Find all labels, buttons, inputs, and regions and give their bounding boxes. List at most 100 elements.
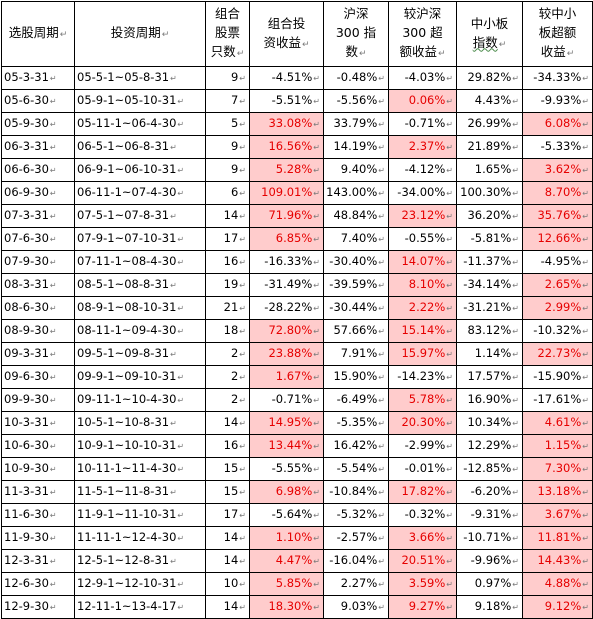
- cell-mark: ↵: [177, 373, 185, 382]
- cell-value: -5.33%: [540, 139, 582, 153]
- cell-mark: ↵: [49, 281, 57, 290]
- cell-mark: ↵: [313, 281, 320, 290]
- cell-investment-period: 05-9-1~05-10-31↵: [74, 89, 206, 113]
- cell-value: -5.56%: [336, 93, 378, 107]
- cell-value: 2.37%: [408, 139, 446, 153]
- cell-mark: ↵: [239, 511, 246, 520]
- cell-mark: ↵: [446, 166, 453, 175]
- cell-mark: ↵: [313, 442, 320, 451]
- cell-mark: ↵: [512, 166, 519, 175]
- cell-value: 1.14%: [474, 346, 512, 360]
- cell-value: -5.55%: [271, 461, 313, 475]
- header-excess-vs-hs300: 较沪深 300 超额收益↵: [388, 1, 457, 67]
- cell-portfolio-return: -0.71%↵: [249, 388, 324, 412]
- cell-excess-vs-hs300: 15.97%↵: [388, 342, 457, 366]
- cell-value: 12-3-31: [4, 553, 49, 567]
- cell-excess-vs-sme: -34.33%↵: [522, 66, 593, 90]
- header-line: 300 超: [402, 25, 443, 40]
- cell-value: -10.32%: [533, 323, 582, 337]
- cell-value: 48.84%: [333, 208, 378, 222]
- cell-mark: ↵: [239, 534, 246, 543]
- cell-investment-period: 10-11-1~11-4-30↵: [74, 457, 206, 481]
- cell-portfolio-return: -16.33%↵: [249, 250, 324, 274]
- cell-excess-vs-sme: 14.43%↵: [522, 549, 593, 573]
- cell-value: 10.34%: [467, 415, 512, 429]
- cell-mark: ↵: [239, 189, 246, 198]
- cell-mark: ↵: [170, 281, 177, 290]
- cell-sme-index: -12.85%↵: [456, 457, 523, 481]
- cell-value: -16.33%: [264, 254, 313, 268]
- cell-sme-index: 1.14%↵: [456, 342, 523, 366]
- cell-selection-date: 10-9-30↵: [1, 457, 75, 481]
- cell-mark: ↵: [582, 235, 589, 244]
- cell-mark: ↵: [239, 580, 246, 589]
- cell-stock-count: 16↵: [205, 250, 250, 274]
- cell-value: 6.08%: [544, 116, 582, 130]
- cell-mark: ↵: [49, 534, 57, 543]
- cell-value: 20.30%: [401, 415, 446, 429]
- cell-mark: ↵: [177, 235, 185, 244]
- cell-value: -6.20%: [470, 484, 512, 498]
- cell-excess-vs-sme: -5.33%↵: [522, 135, 593, 159]
- cell-mark: ↵: [437, 49, 446, 59]
- cell-stock-count: 14↵: [205, 549, 250, 573]
- cell-mark: ↵: [512, 580, 519, 589]
- cell-value: 07-9-1~07-10-31: [77, 231, 177, 245]
- cell-value: 11-9-1~11-10-31: [77, 507, 177, 521]
- cell-mark: ↵: [239, 304, 246, 313]
- cell-mark: ↵: [239, 373, 246, 382]
- cell-excess-vs-hs300: -0.71%↵: [388, 112, 457, 136]
- cell-value: 05-3-31: [4, 70, 49, 84]
- table-row: 12-3-31↵ 12-5-1~12-8-31↵ 14↵ 4.47%↵ -16.04%↵…: [1, 549, 593, 573]
- cell-mark: ↵: [582, 74, 589, 83]
- cell-mark: ↵: [177, 189, 185, 198]
- cell-value: 36.20%: [467, 208, 512, 222]
- cell-value: 33.08%: [268, 116, 313, 130]
- header-investment-period: 投资周期↵: [74, 1, 206, 67]
- cell-value: 06-6-30: [4, 162, 49, 176]
- cell-value: 12-11-1~13-4-17: [77, 599, 177, 613]
- cell-mark: ↵: [446, 580, 453, 589]
- cell-excess-vs-hs300: 2.37%↵: [388, 135, 457, 159]
- cell-value: 14.07%: [401, 254, 446, 268]
- cell-value: 07-11-1~08-4-30: [77, 254, 177, 268]
- cell-value: -31.49%: [264, 277, 313, 291]
- cell-portfolio-return: -5.51%↵: [249, 89, 324, 113]
- cell-excess-vs-hs300: 8.10%↵: [388, 273, 457, 297]
- cell-value: 2.99%: [544, 300, 582, 314]
- cell-portfolio-return: 33.08%↵: [249, 112, 324, 136]
- cell-value: -4.51%: [271, 70, 313, 84]
- cell-mark: ↵: [582, 189, 589, 198]
- cell-mark: ↵: [582, 327, 589, 336]
- cell-selection-date: 12-3-31↵: [1, 549, 75, 573]
- cell-investment-period: 08-11-1~09-4-30↵: [74, 319, 206, 343]
- cell-mark: ↵: [177, 304, 185, 313]
- cell-value: -4.03%: [404, 70, 446, 84]
- cell-mark: ↵: [177, 580, 185, 589]
- cell-mark: ↵: [446, 534, 453, 543]
- cell-excess-vs-hs300: 5.78%↵: [388, 388, 457, 412]
- cell-sme-index: -34.14%↵: [456, 273, 523, 297]
- cell-mark: ↵: [161, 30, 170, 40]
- cell-mark: ↵: [239, 166, 246, 175]
- cell-sme-index: -11.37%↵: [456, 250, 523, 274]
- cell-value: -10.84%: [329, 484, 378, 498]
- cell-excess-vs-hs300: -14.23%↵: [388, 365, 457, 389]
- cell-excess-vs-sme: -4.95%↵: [522, 250, 593, 274]
- cell-mark: ↵: [239, 327, 246, 336]
- cell-value: 14: [223, 415, 239, 429]
- cell-excess-vs-hs300: 20.51%↵: [388, 549, 457, 573]
- table-row: 06-3-31↵ 06-5-1~06-8-31↵ 9↵ 16.56%↵ 14.19%↵ 2…: [1, 135, 593, 159]
- cell-hs300-index: 16.42%↵: [323, 434, 389, 458]
- cell-value: 29.82%: [467, 70, 512, 84]
- cell-value: -4.12%: [404, 162, 446, 176]
- cell-mark: ↵: [446, 603, 453, 612]
- cell-value: 05-11-1~06-4-30: [77, 116, 177, 130]
- cell-mark: ↵: [582, 442, 589, 451]
- cell-mark: ↵: [512, 281, 519, 290]
- cell-sme-index: 36.20%↵: [456, 204, 523, 228]
- cell-excess-vs-hs300: 15.14%↵: [388, 319, 457, 343]
- cell-value: 2: [230, 369, 239, 383]
- cell-value: 100.30%: [460, 185, 512, 199]
- cell-selection-date: 11-6-30↵: [1, 503, 75, 527]
